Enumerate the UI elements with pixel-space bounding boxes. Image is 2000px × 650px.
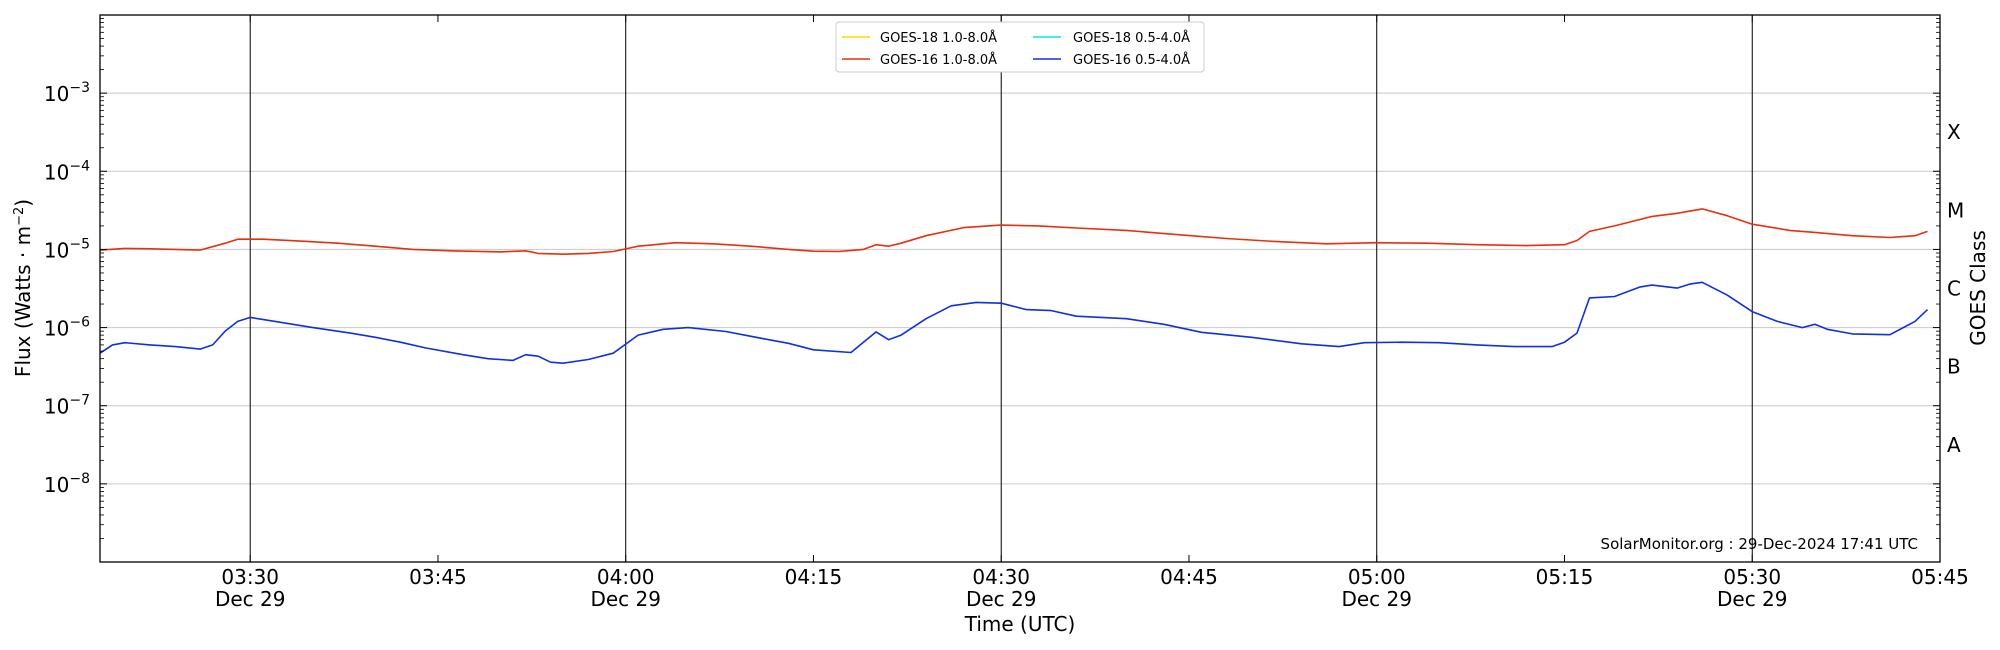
series-lines: [99, 208, 1929, 364]
x-tick-date-label: Dec 29: [590, 587, 661, 611]
y-tick-base: 10: [44, 82, 69, 106]
x-tick-date-label: Dec 29: [1341, 587, 1412, 611]
legend-label-goes18-short: GOES-18 0.5-4.0Å: [1073, 30, 1190, 46]
series-line-3: [99, 281, 1929, 364]
x-tick-time-label: 05:30: [1723, 565, 1781, 589]
x-tick-date-label: Dec 29: [1717, 587, 1788, 611]
y-tick-label: 10−6: [44, 315, 90, 341]
x-tick-time-label: 05:15: [1536, 565, 1594, 589]
x-tick-time-label: 05:45: [1911, 565, 1969, 589]
x-axis-title: Time (UTC): [964, 612, 1076, 636]
legend: GOES-18 1.0-8.0Å GOES-16 1.0-8.0Å GOES-1…: [835, 21, 1205, 73]
y-tick-label: 10−4: [44, 158, 90, 184]
y-tick-exponent: −8: [69, 471, 90, 487]
goes-class-m: M: [1947, 198, 1964, 222]
y-tick-base: 10: [44, 317, 69, 341]
y-axis-title: Flux (Watts · m−2): [11, 199, 35, 377]
x-tick-time-label: 03:45: [409, 565, 467, 589]
x-tick-time-label: 03:30: [221, 565, 279, 589]
goes-class-x: X: [1947, 120, 1961, 144]
x-tick-time-label: 04:00: [597, 565, 655, 589]
credit-text: SolarMonitor.org : 29-Dec-2024 17:41 UTC: [1601, 535, 1918, 553]
legend-label-goes16-short: GOES-16 0.5-4.0Å: [1073, 52, 1190, 68]
y-tick-exponent: −3: [69, 80, 90, 96]
legend-label-goes16-long: GOES-16 1.0-8.0Å: [880, 52, 997, 68]
y-axis-title-sup: −2: [12, 207, 27, 226]
y-tick-base: 10: [44, 395, 69, 419]
y-tick-label: 10−8: [44, 471, 90, 497]
x-tick-date-label: Dec 29: [215, 587, 286, 611]
y-axis-title-tail: ): [11, 199, 35, 207]
y-axis-title-main: Flux (Watts · m: [11, 226, 35, 377]
goes-class-b: B: [1947, 355, 1961, 379]
y-tick-base: 10: [44, 473, 69, 497]
y-tick-exponent: −5: [69, 236, 90, 252]
major-time-lines: [249, 15, 1753, 562]
legend-label-goes18-long: GOES-18 1.0-8.0Å: [880, 30, 997, 46]
plot-frame: [99, 14, 1941, 563]
y-tick-base: 10: [44, 160, 69, 184]
x-tick-date-label: Dec 29: [966, 587, 1037, 611]
goes-class-c: C: [1947, 277, 1961, 301]
goes-class-labels: A B C M X: [1947, 120, 1964, 457]
right-axis-title: GOES Class: [1966, 230, 1990, 346]
y-tick-exponent: −6: [69, 315, 90, 331]
y-tick-labels: 10−810−710−610−510−410−3: [44, 80, 90, 497]
goes-class-a: A: [1947, 433, 1961, 457]
y-tick-exponent: −7: [69, 393, 90, 409]
x-tick-time-label: 04:45: [1160, 565, 1218, 589]
y-tick-label: 10−3: [44, 80, 90, 106]
legend-box: [835, 21, 1205, 73]
y-tick-label: 10−5: [44, 236, 90, 262]
x-tick-time-label: 04:30: [972, 565, 1030, 589]
x-tick-time-label: 05:00: [1348, 565, 1406, 589]
y-tick-exponent: −4: [69, 158, 90, 174]
axis-ticks: [100, 14, 1941, 563]
y-tick-label: 10−7: [44, 393, 90, 419]
series-line-2: [99, 208, 1928, 255]
y-tick-base: 10: [44, 238, 69, 262]
x-tick-time-label: 04:15: [785, 565, 843, 589]
